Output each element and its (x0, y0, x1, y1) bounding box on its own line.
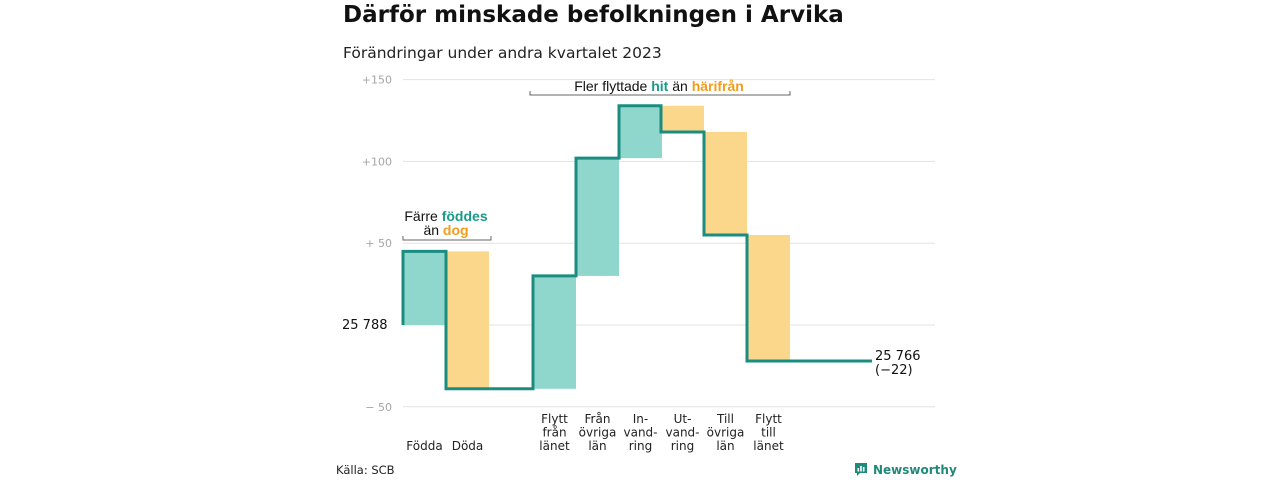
annotation-migration-line: Fler flyttade hit än härifrån (574, 78, 744, 94)
bar-invandring (620, 105, 662, 159)
brand-logo: Newsworthy (854, 462, 957, 477)
annotation-births-bracket (402, 236, 492, 241)
y-tick-label: +150 (362, 74, 392, 87)
annotation-migration: Fler flyttade hit än härifrån (529, 78, 791, 96)
category-label-invandring: In-vand-ring (623, 412, 657, 453)
category-label-fran_ovriga_lan: Från övriga län (579, 412, 617, 453)
annotation-births-line1: Färre föddes (404, 208, 487, 224)
category-label-flytt_till_lanet: Flytt till länet (753, 412, 784, 453)
category-label-flytt_fran_lanet: Flytt från länet (539, 412, 570, 453)
end-change-label: (−22) (875, 363, 913, 378)
bar-flytt_fran_lanet (534, 275, 576, 389)
step-line (401, 104, 872, 391)
brand-name: Newsworthy (873, 462, 957, 477)
bars (404, 105, 790, 389)
grid-lines (403, 79, 935, 408)
y-tick-label: − 50 (365, 401, 392, 414)
start-value-label: 25 788 (342, 318, 388, 333)
y-tick-label: +100 (362, 155, 392, 168)
category-label-utvandring: Ut-vand-ring (665, 412, 699, 453)
chart-title: Därför minskade befolkningen i Arvika (343, 2, 844, 28)
annotation-births-line2: än dog (423, 222, 468, 238)
category-label-doda: Döda (452, 439, 484, 453)
y-axis-ticks: +150 +100 + 50 − 50 (362, 74, 392, 414)
annotation-births: Färre föddes än dog (402, 208, 492, 241)
bar-fodda (404, 251, 446, 325)
category-label-fodda: Födda (406, 439, 442, 453)
category-labels: Födda Döda Flytt från länet Från övriga länIn-v… (406, 412, 784, 453)
bar-utvandring (662, 105, 704, 132)
newsworthy-logo-icon (855, 463, 867, 476)
bar-fran_ovriga_lan (577, 158, 619, 276)
y-tick-label: + 50 (365, 237, 392, 250)
annotation-migration-bracket (529, 91, 791, 96)
bar-doda (447, 251, 489, 389)
bar-till_ovriga_lan (705, 131, 747, 236)
bar-flytt_till_lanet (748, 235, 790, 361)
chart-subtitle: Förändringar under andra kvartalet 2023 (343, 44, 662, 62)
end-value-label: 25 766 (875, 349, 921, 364)
category-label-till_ovriga_lan: Till övriga län (707, 412, 745, 453)
source-note: Källa: SCB (336, 463, 395, 477)
